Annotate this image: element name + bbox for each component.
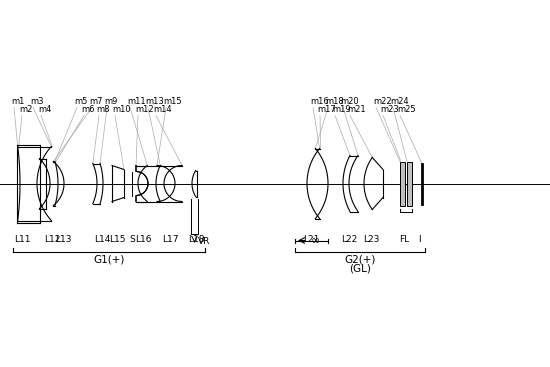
Bar	[400, 161, 405, 206]
Text: m1: m1	[11, 98, 24, 106]
Text: L14: L14	[94, 236, 111, 244]
Text: VR: VR	[197, 237, 210, 247]
Text: m2: m2	[19, 105, 32, 115]
Text: I: I	[418, 236, 421, 244]
Text: S: S	[129, 236, 135, 244]
Text: m11: m11	[127, 98, 146, 106]
Text: m16: m16	[310, 98, 329, 106]
Text: m22: m22	[373, 98, 392, 106]
Text: L18: L18	[188, 236, 205, 244]
Text: L13: L13	[55, 236, 72, 244]
Text: m15: m15	[163, 98, 182, 106]
Text: m19: m19	[332, 105, 351, 115]
Text: (GL): (GL)	[349, 264, 371, 273]
Text: L17: L17	[162, 236, 179, 244]
Bar	[407, 161, 412, 206]
Text: $\infty$: $\infty$	[310, 236, 320, 246]
Text: m23: m23	[380, 105, 399, 115]
Text: FL: FL	[399, 236, 409, 244]
Text: m20: m20	[340, 98, 359, 106]
Text: L16: L16	[135, 236, 151, 244]
Text: m4: m4	[38, 105, 51, 115]
Text: m13: m13	[145, 98, 164, 106]
Text: L21: L21	[303, 236, 320, 244]
Text: m10: m10	[112, 105, 131, 115]
Text: m24: m24	[390, 98, 409, 106]
Text: m17: m17	[317, 105, 336, 115]
Text: G1(+): G1(+)	[94, 254, 125, 265]
Text: m8: m8	[96, 105, 109, 115]
Text: m21: m21	[347, 105, 366, 115]
Text: m14: m14	[153, 105, 172, 115]
Text: m3: m3	[30, 98, 43, 106]
Text: L12: L12	[44, 236, 60, 244]
Text: m6: m6	[81, 105, 95, 115]
Text: L11: L11	[14, 236, 30, 244]
Text: m7: m7	[89, 98, 102, 106]
Text: G2(+): G2(+)	[344, 254, 376, 265]
Text: m12: m12	[135, 105, 153, 115]
Text: L23: L23	[363, 236, 379, 244]
Text: m9: m9	[104, 98, 117, 106]
Text: L22: L22	[341, 236, 358, 244]
Text: m25: m25	[397, 105, 416, 115]
Text: m18: m18	[325, 98, 344, 106]
Text: m5: m5	[74, 98, 87, 106]
Text: L15: L15	[109, 236, 125, 244]
